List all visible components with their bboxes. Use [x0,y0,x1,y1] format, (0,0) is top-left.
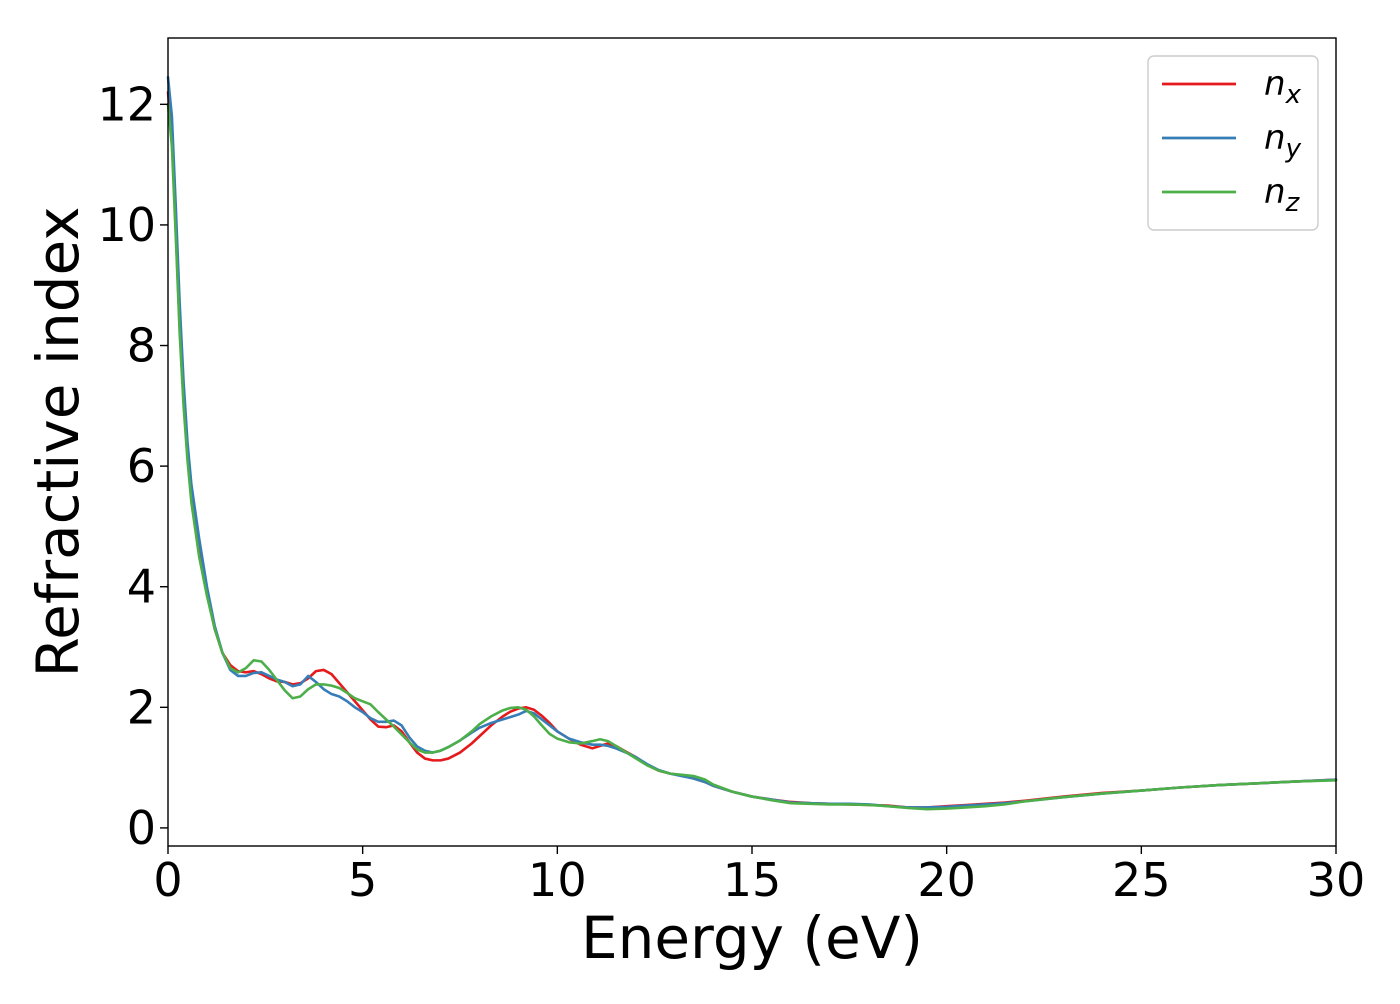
y-tick-label: 8 [127,319,156,373]
y-tick-label: 12 [97,77,156,131]
legend: nx ny nz [1147,55,1319,231]
legend-entries: nx ny nz [1162,64,1302,218]
y-tick-label: 10 [97,198,156,252]
x-tick-label: 5 [348,853,377,907]
y-axis: 0 2 4 6 8 10 12 [97,77,168,855]
y-tick-label: 2 [127,680,156,734]
legend-box [1147,55,1319,231]
legend-label-nz: nz [1264,172,1301,218]
x-tick-label: 20 [917,853,976,907]
x-tick-label: 15 [723,853,782,907]
x-axis-label: Energy (eV) [581,904,923,972]
series-line-nz [166,103,1338,811]
y-axis-label: Refractive index [24,206,92,677]
series-layer [166,75,1338,811]
y-tick-label: 6 [127,439,156,493]
x-tick-label: 30 [1307,853,1366,907]
y-tick-label: 4 [127,560,156,614]
legend-label-nx: nx [1264,64,1302,110]
x-tick-label: 0 [153,853,182,907]
x-tick-label: 25 [1112,853,1171,907]
legend-label-ny: ny [1264,118,1302,164]
y-tick-label: 0 [127,801,156,855]
x-tick-label: 10 [528,853,587,907]
x-axis: 0 5 10 15 20 25 30 [153,846,1365,907]
